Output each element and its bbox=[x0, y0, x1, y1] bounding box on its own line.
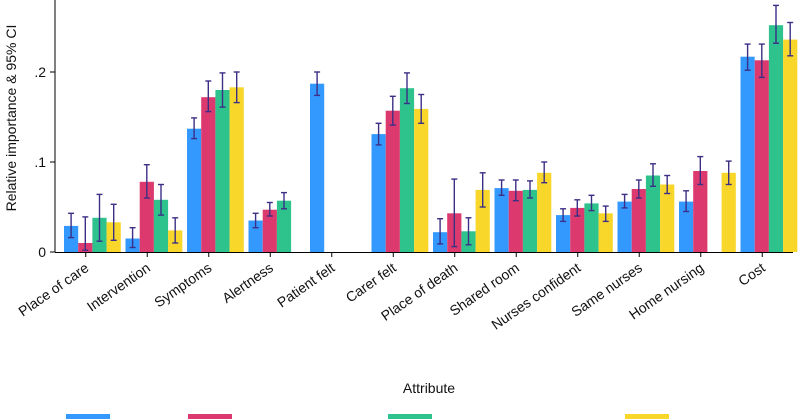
error-bar bbox=[96, 193, 103, 242]
bar[interactable] bbox=[201, 97, 216, 252]
x-axis-label: Attribute bbox=[403, 380, 455, 396]
y-tick-label: 0 bbox=[38, 244, 46, 260]
y-tick-label: .2 bbox=[34, 64, 46, 80]
error-bar bbox=[68, 212, 75, 239]
bar[interactable] bbox=[570, 207, 585, 252]
bar[interactable] bbox=[215, 90, 230, 252]
bar[interactable] bbox=[399, 88, 415, 252]
legend-key bbox=[388, 414, 432, 419]
x-tick-label: Alertness bbox=[219, 259, 276, 306]
bar[interactable] bbox=[262, 209, 277, 252]
x-tick-label: Carer felt bbox=[343, 259, 399, 305]
error-bar bbox=[281, 191, 287, 210]
bar[interactable] bbox=[475, 189, 490, 252]
error-bar bbox=[498, 179, 505, 197]
error-bar bbox=[512, 179, 519, 202]
error-bar bbox=[588, 194, 595, 212]
legend-key bbox=[66, 414, 110, 419]
error-bar bbox=[650, 163, 656, 188]
bar[interactable] bbox=[537, 172, 552, 252]
error-bar bbox=[418, 93, 425, 125]
error-bar bbox=[404, 72, 410, 105]
x-tick-label: Symptoms bbox=[151, 259, 214, 310]
bar[interactable] bbox=[754, 60, 769, 252]
error-bar bbox=[664, 174, 671, 195]
error-bar bbox=[527, 180, 533, 199]
bar[interactable] bbox=[153, 199, 169, 252]
error-bar bbox=[683, 190, 690, 213]
bar[interactable] bbox=[783, 39, 798, 252]
error-bar bbox=[602, 205, 609, 223]
bar[interactable] bbox=[276, 200, 292, 252]
error-bar bbox=[129, 226, 136, 249]
error-bar bbox=[621, 193, 628, 209]
bar[interactable] bbox=[414, 108, 429, 253]
error-bar bbox=[389, 95, 396, 126]
x-tick-label: Place of care bbox=[15, 259, 91, 319]
error-bar bbox=[219, 72, 226, 108]
error-bar bbox=[725, 160, 732, 186]
legend-key bbox=[625, 414, 669, 419]
error-bar bbox=[451, 178, 458, 248]
error-bar bbox=[744, 43, 751, 71]
x-tick-label: Intervention bbox=[84, 259, 153, 314]
error-bar bbox=[233, 71, 240, 104]
bar[interactable] bbox=[679, 201, 694, 252]
bar[interactable] bbox=[310, 83, 325, 252]
bar[interactable] bbox=[385, 110, 400, 252]
error-bar bbox=[787, 21, 794, 57]
error-bar bbox=[574, 199, 581, 217]
bar[interactable] bbox=[522, 189, 538, 252]
error-bar bbox=[541, 161, 548, 184]
bar[interactable] bbox=[645, 175, 661, 253]
bar[interactable] bbox=[494, 188, 509, 252]
error-bar bbox=[773, 4, 779, 44]
error-bar bbox=[479, 172, 486, 208]
error-bar bbox=[314, 71, 321, 97]
bar[interactable] bbox=[660, 184, 675, 253]
bar[interactable] bbox=[721, 172, 736, 252]
bar[interactable] bbox=[693, 171, 708, 252]
x-tick-label: Patient felt bbox=[274, 259, 337, 310]
bar[interactable] bbox=[584, 203, 599, 252]
bar[interactable] bbox=[248, 220, 263, 253]
error-bar bbox=[252, 212, 259, 229]
bar[interactable] bbox=[631, 189, 646, 252]
error-bar bbox=[697, 155, 704, 186]
bar[interactable] bbox=[598, 213, 613, 252]
error-bar bbox=[375, 122, 382, 146]
error-bar bbox=[82, 216, 89, 251]
bar[interactable] bbox=[64, 225, 79, 252]
error-bar bbox=[437, 217, 444, 245]
error-bar bbox=[143, 163, 150, 199]
y-axis-label: Relative importance & 95% CI bbox=[3, 25, 19, 212]
bar[interactable] bbox=[556, 215, 571, 252]
bar[interactable] bbox=[139, 181, 154, 252]
bar[interactable] bbox=[508, 190, 523, 252]
error-bar bbox=[465, 217, 472, 246]
error-bar bbox=[110, 203, 117, 242]
legend-key bbox=[188, 414, 232, 419]
bar[interactable] bbox=[768, 25, 784, 253]
bar[interactable] bbox=[229, 87, 244, 252]
error-bar bbox=[266, 201, 273, 217]
y-tick-label: .1 bbox=[34, 154, 46, 170]
error-bar bbox=[191, 117, 198, 140]
error-bar bbox=[172, 217, 179, 244]
error-bar bbox=[635, 179, 642, 199]
x-tick-label: Cost bbox=[735, 259, 768, 289]
error-bar bbox=[158, 183, 164, 216]
bar[interactable] bbox=[740, 56, 755, 253]
bar[interactable] bbox=[187, 128, 202, 252]
bar[interactable] bbox=[371, 134, 386, 252]
error-bar bbox=[205, 80, 212, 113]
bar[interactable] bbox=[617, 201, 632, 252]
error-bar bbox=[560, 208, 567, 223]
error-bar bbox=[758, 43, 765, 79]
